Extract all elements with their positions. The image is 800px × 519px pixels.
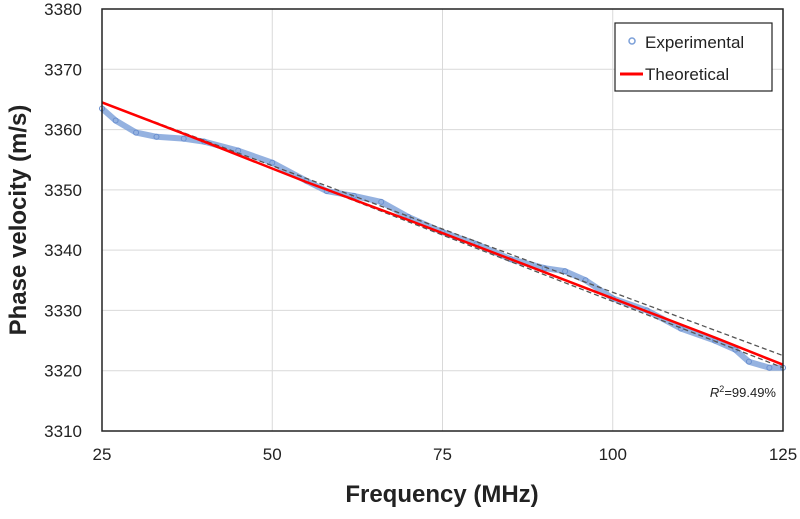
x-tick-label: 125 [769, 445, 797, 464]
x-tick-label: 100 [599, 445, 627, 464]
legend-label-theoretical: Theoretical [645, 65, 729, 84]
y-tick-label: 3380 [44, 0, 82, 19]
experimental-point [378, 198, 385, 205]
y-axis-label: Phase velocity (m/s) [5, 105, 32, 336]
experimental-point [350, 192, 357, 199]
y-tick-label: 3340 [44, 241, 82, 260]
x-tick-label: 75 [433, 445, 452, 464]
y-tick-label: 3320 [44, 362, 82, 381]
tick-labels: 3310 3320 3330 3340 3350 3360 3370 3380 25 50 75 10… [44, 0, 797, 464]
experimental-point [269, 159, 276, 166]
x-axis-label: Frequency (MHz) [345, 481, 538, 508]
experimental-point [562, 268, 569, 275]
y-tick-label: 3330 [44, 301, 82, 320]
legend-label-experimental: Experimental [645, 33, 744, 52]
x-tick-label: 50 [263, 445, 282, 464]
y-tick-label: 3350 [44, 181, 82, 200]
y-tick-label: 3360 [44, 121, 82, 140]
experimental-point [677, 325, 684, 332]
plot-frame [101, 8, 784, 432]
experimental-point [766, 364, 773, 371]
r-squared-annotation: R2=99.49% [710, 384, 777, 400]
experimental-point [153, 133, 160, 140]
experimental-point [112, 117, 119, 124]
y-tick-label: 3370 [44, 60, 82, 79]
legend-marker-experimental [628, 37, 636, 45]
legend: Experimental Theoretical [614, 22, 773, 92]
y-tick-label: 3310 [44, 422, 82, 441]
series-layer [99, 101, 786, 371]
x-tick-label: 25 [93, 445, 112, 464]
theoretical-line [101, 101, 784, 366]
legend-box [614, 22, 773, 92]
experimental-point [180, 135, 187, 142]
experimental-point [133, 129, 140, 136]
experimental-point [745, 358, 752, 365]
dashed-bound-line [101, 101, 784, 357]
